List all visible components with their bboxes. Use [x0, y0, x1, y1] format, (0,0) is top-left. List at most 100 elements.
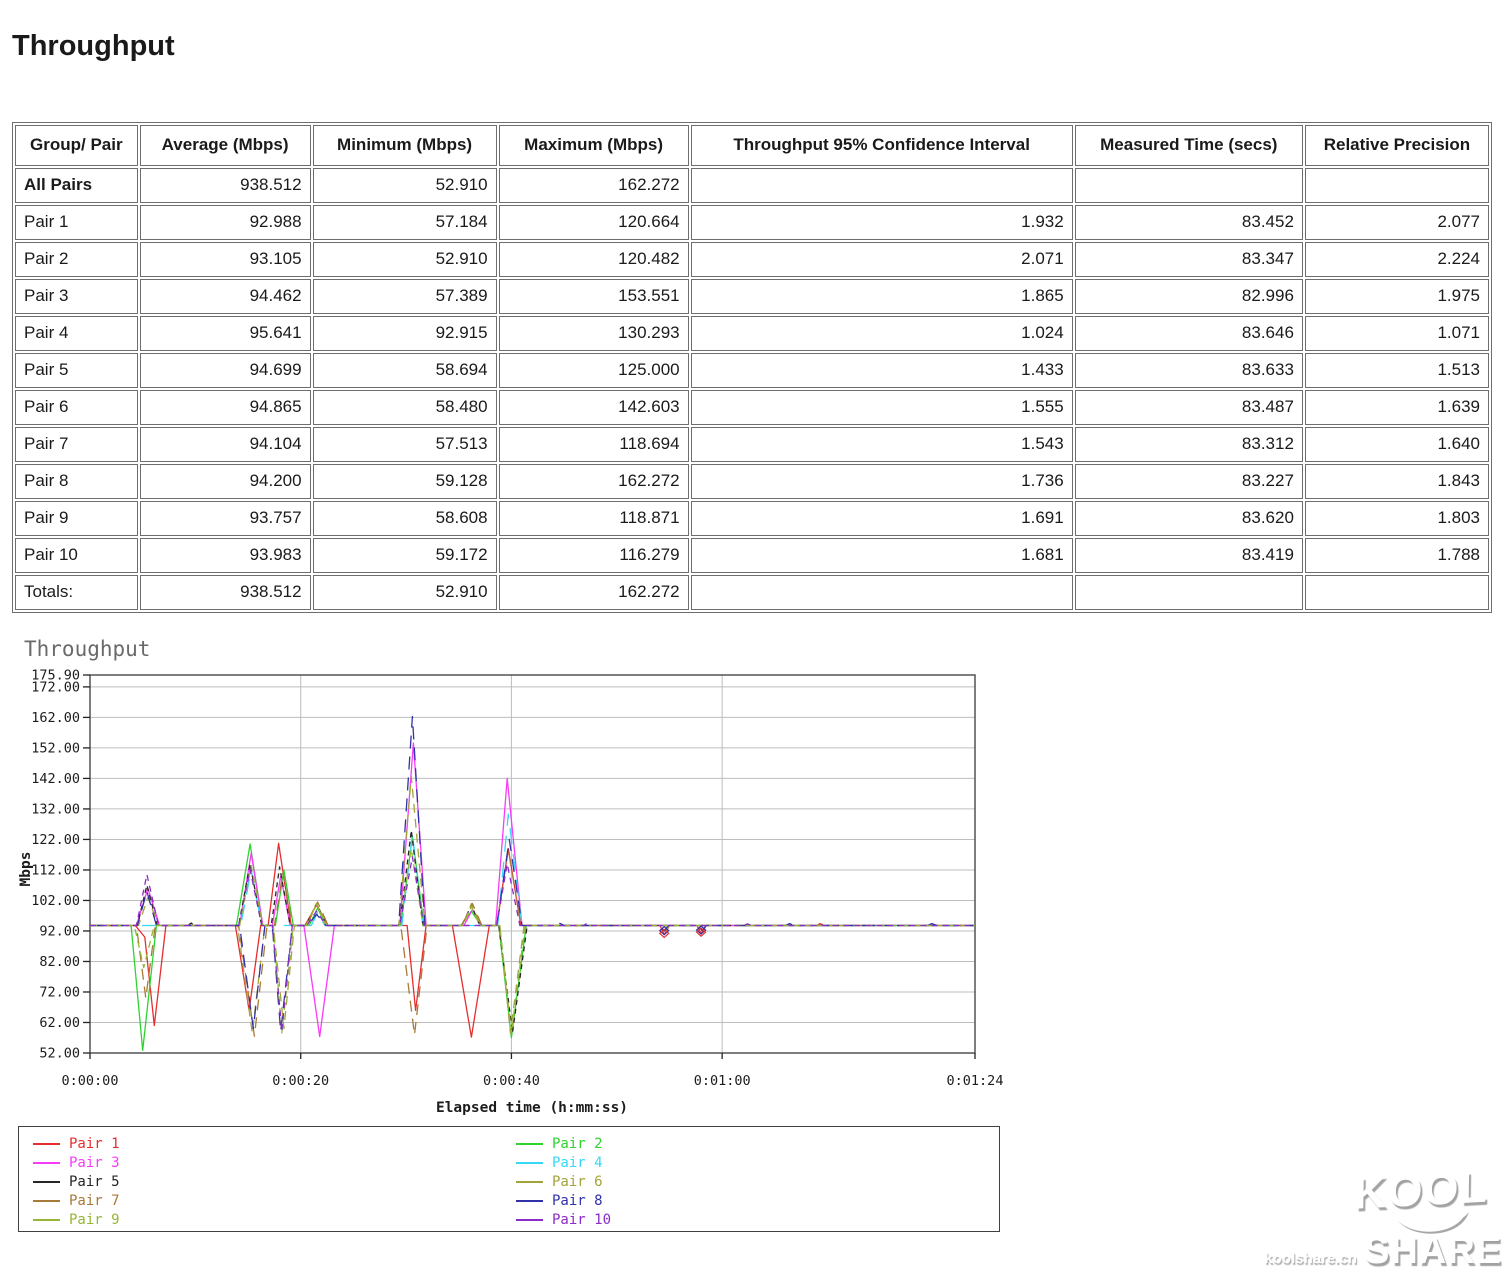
table-cell: 1.681	[691, 538, 1073, 573]
x-tick-label: 0:01:00	[694, 1073, 751, 1089]
chart-axes	[83, 675, 975, 1059]
legend-item: Pair 8	[516, 1191, 999, 1210]
table-cell: 92.988	[140, 205, 311, 240]
table-cell: 94.699	[140, 353, 311, 388]
table-cell: 162.272	[499, 168, 689, 203]
column-header-0: Group/ Pair	[15, 125, 138, 166]
table-cell: 83.419	[1075, 538, 1303, 573]
table-row: Pair 993.75758.608118.8711.69183.6201.80…	[15, 501, 1489, 536]
table-row: Pair 594.69958.694125.0001.43383.6331.51…	[15, 353, 1489, 388]
legend-label: Pair 10	[552, 1213, 611, 1227]
legend-label: Pair 7	[69, 1194, 120, 1208]
table-cell: 120.664	[499, 205, 689, 240]
table-cell: 125.000	[499, 353, 689, 388]
table-cell: 2.224	[1305, 242, 1489, 277]
legend-item: Pair 4	[516, 1153, 999, 1172]
table-cell: 162.272	[499, 464, 689, 499]
table-cell: 83.227	[1075, 464, 1303, 499]
series-line-pair-9	[90, 849, 975, 1033]
series-line-pair-1	[90, 843, 975, 1037]
legend-line-swatch	[516, 1200, 543, 1202]
legend-line-swatch	[33, 1181, 60, 1183]
table-cell: 57.389	[313, 279, 497, 314]
row-label: Pair 4	[15, 316, 138, 351]
table-cell: 83.312	[1075, 427, 1303, 462]
table-row: Pair 694.86558.480142.6031.55583.4871.63…	[15, 390, 1489, 425]
table-row: Pair 394.46257.389153.5511.86582.9961.97…	[15, 279, 1489, 314]
table-cell: 92.915	[313, 316, 497, 351]
table-header-row: Group/ PairAverage (Mbps)Minimum (Mbps)M…	[15, 125, 1489, 166]
table-cell: 120.482	[499, 242, 689, 277]
table-cell: 58.480	[313, 390, 497, 425]
watermark-logo-bottom: SHARE	[1364, 1234, 1502, 1268]
x-tick-label: 0:01:24	[947, 1073, 1004, 1089]
chart-legend: Pair 1Pair 2Pair 3Pair 4Pair 5Pair 6Pair…	[18, 1126, 1000, 1232]
row-label: Pair 6	[15, 390, 138, 425]
legend-item: Pair 10	[516, 1210, 999, 1229]
y-tick-label: 142.00	[31, 771, 80, 787]
column-header-3: Maximum (Mbps)	[499, 125, 689, 166]
legend-line-swatch	[33, 1143, 60, 1145]
column-header-1: Average (Mbps)	[140, 125, 311, 166]
table-cell	[1305, 168, 1489, 203]
x-tick-label: 0:00:00	[62, 1073, 119, 1089]
legend-item: Pair 1	[33, 1134, 516, 1153]
y-tick-label: 52.00	[39, 1046, 80, 1062]
table-cell: 1.024	[691, 316, 1073, 351]
table-cell	[691, 168, 1073, 203]
table-cell: 94.865	[140, 390, 311, 425]
table-cell: 83.633	[1075, 353, 1303, 388]
table-cell: 1.513	[1305, 353, 1489, 388]
table-cell: 52.910	[313, 575, 497, 610]
y-tick-label: 82.00	[39, 954, 80, 970]
column-header-2: Minimum (Mbps)	[313, 125, 497, 166]
table-row: Pair 495.64192.915130.2931.02483.6461.07…	[15, 316, 1489, 351]
series-line-pair-2	[90, 836, 975, 1050]
table-row: All Pairs938.51252.910162.272	[15, 168, 1489, 203]
table-cell	[691, 575, 1073, 610]
row-label: Totals:	[15, 575, 138, 610]
y-tick-label: 132.00	[31, 801, 80, 817]
table-cell: 83.347	[1075, 242, 1303, 277]
legend-line-swatch	[33, 1162, 60, 1164]
legend-label: Pair 8	[552, 1194, 603, 1208]
smile-icon	[1386, 1208, 1472, 1234]
y-tick-label: 162.00	[31, 710, 80, 726]
series-line-pair-6	[90, 777, 975, 1034]
y-tick-label: 62.00	[39, 1015, 80, 1031]
table-cell: 1.543	[691, 427, 1073, 462]
table-cell: 57.184	[313, 205, 497, 240]
legend-item: Pair 7	[33, 1191, 516, 1210]
legend-line-swatch	[516, 1219, 543, 1221]
y-tick-label: 102.00	[31, 893, 80, 909]
y-tick-label: 122.00	[31, 832, 80, 848]
table-cell: 1.975	[1305, 279, 1489, 314]
legend-line-swatch	[516, 1181, 543, 1183]
row-label: Pair 8	[15, 464, 138, 499]
legend-line-swatch	[33, 1219, 60, 1221]
table-cell: 1.865	[691, 279, 1073, 314]
table-cell: 938.512	[140, 168, 311, 203]
table-cell: 93.983	[140, 538, 311, 573]
table-row: Pair 1093.98359.172116.2791.68183.4191.7…	[15, 538, 1489, 573]
table-cell: 93.105	[140, 242, 311, 277]
row-label: Pair 9	[15, 501, 138, 536]
table-cell: 1.932	[691, 205, 1073, 240]
table-cell: 142.603	[499, 390, 689, 425]
y-tick-label: 152.00	[31, 740, 80, 756]
table-cell	[1305, 575, 1489, 610]
table-cell: 83.620	[1075, 501, 1303, 536]
row-label: Pair 5	[15, 353, 138, 388]
table-cell: 2.071	[691, 242, 1073, 277]
table-cell: 118.694	[499, 427, 689, 462]
legend-item: Pair 5	[33, 1172, 516, 1191]
table-cell: 58.608	[313, 501, 497, 536]
table-cell: 95.641	[140, 316, 311, 351]
column-header-4: Throughput 95% Confidence Interval	[691, 125, 1073, 166]
row-label: Pair 10	[15, 538, 138, 573]
throughput-chart: Throughput Mbps Elapsed time (h:mm:ss) 1…	[0, 630, 1010, 1130]
row-label: Pair 2	[15, 242, 138, 277]
table-row: Pair 192.98857.184120.6641.93283.4522.07…	[15, 205, 1489, 240]
legend-label: Pair 4	[552, 1156, 603, 1170]
x-tick-label: 0:00:40	[483, 1073, 540, 1089]
